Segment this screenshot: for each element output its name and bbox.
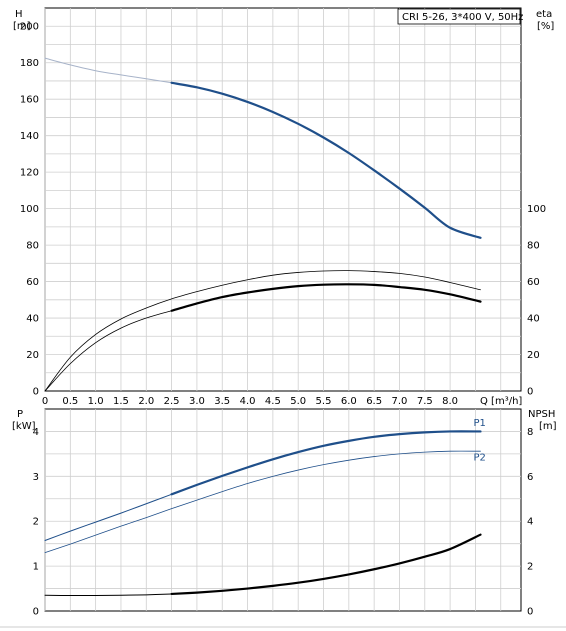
bottom-series-line-2: [44, 450, 481, 554]
top-x-tick-label: 3.0: [189, 396, 205, 407]
bottom-y2-tick-label: 4: [527, 517, 533, 528]
bottom-series-line-1: [170, 430, 482, 496]
top-x-tick-label: 6.0: [341, 396, 357, 407]
top-x-tick-label: 7.5: [417, 396, 433, 407]
top-series-line-3: [44, 310, 172, 392]
top-plot-frame: [44, 7, 522, 392]
bottom-panel: 0 1 2 3 4 0 2 4 6 8 P1 P2 P [kW] NPSH [m]: [12, 408, 557, 618]
bottom-y-tick-label: 2: [33, 517, 39, 528]
top-x-tick-label: 4.5: [265, 396, 281, 407]
top-x-tick-label: 4.0: [240, 396, 256, 407]
top-panel: 0 20 40 60 80 100 120 140 160 180 200 0 20 40 60 80 100…: [13, 7, 554, 407]
bottom-ylabel: P: [17, 409, 23, 420]
annotation-text: CRI 5-26, 3*400 V, 50Hz: [402, 12, 523, 23]
top-y-tick-label: 0: [33, 387, 39, 398]
top-y-tick-label: 80: [26, 241, 39, 252]
top-x-tick-label: 5.5: [316, 396, 332, 407]
bottom-y2-tick-label: 0: [527, 607, 533, 618]
top-xlabel: Q [m³/h]: [480, 396, 522, 407]
top-y-tick-label: 180: [20, 58, 39, 69]
bottom-y-tick-labels: 0 1 2 3 4: [33, 427, 39, 618]
bottom-page-rule: [0, 626, 566, 628]
top-series: [44, 57, 482, 392]
top-y-tick-label: 60: [26, 277, 39, 288]
top-grid: [44, 8, 521, 391]
top-y-tick-labels: 0 20 40 60 80 100 120 140 160 180 200: [20, 22, 39, 398]
bottom-y-tick-label: 4: [33, 427, 39, 438]
top-x-tick-label: 1.0: [88, 396, 104, 407]
top-x-tick-label: 2.0: [138, 396, 154, 407]
bottom-series-line-0: [44, 493, 173, 542]
bottom-plot-frame: [44, 408, 522, 612]
top-ylabel: H: [15, 9, 23, 20]
top-x-tick-label: 2.5: [164, 396, 180, 407]
top-y-tick-label: 200: [20, 22, 39, 33]
top-y2-tick-label: 0: [527, 387, 533, 398]
top-y-tick-label: 100: [20, 204, 39, 215]
top-y2-tick-label: 40: [527, 314, 540, 325]
curve-label-p2: P2: [473, 453, 485, 464]
top-x-tick-label: 5.0: [290, 396, 306, 407]
bottom-y-tick-label: 1: [33, 562, 39, 573]
bottom-series-line-4: [170, 533, 482, 596]
top-y2-tick-labels: 0 20 40 60 80 100: [527, 204, 546, 397]
top-x-tick-label: 0.5: [62, 396, 78, 407]
top-y2-tick-label: 60: [527, 277, 540, 288]
curve-label-p1: P1: [473, 418, 485, 429]
bottom-y2-tick-label: 6: [527, 472, 533, 483]
top-x-tick-label: 0: [42, 396, 48, 407]
bottom-y2label-unit: [m]: [539, 421, 557, 432]
top-x-tick-label: 1.5: [113, 396, 129, 407]
top-x-tick-labels: 0 0.5 1.0 1.5 2.0 2.5 3.0 3.5 4.0 4.5 5.0 5.5 6.0 6.5…: [42, 396, 458, 407]
top-x-tick-label: 8.0: [442, 396, 458, 407]
annotation-box: [397, 8, 521, 25]
top-ylabel-unit: [m]: [13, 21, 31, 32]
bottom-y2-tick-labels: 0 2 4 6 8: [527, 427, 533, 618]
bottom-curve-labels: P1 P2: [473, 418, 485, 464]
bottom-series-line-3: [44, 593, 173, 597]
top-x-tick-label: 6.5: [366, 396, 382, 407]
top-y-tick-label: 120: [20, 168, 39, 179]
top-x-tick-label: 7.0: [392, 396, 408, 407]
bottom-y2label: NPSH: [528, 409, 555, 420]
bottom-grid: [44, 409, 521, 611]
bottom-y2-tick-label: 8: [527, 427, 533, 438]
top-series-line-0: [44, 57, 173, 84]
top-y-tick-label: 40: [26, 314, 39, 325]
top-y2-tick-label: 100: [527, 204, 546, 215]
top-series-line-2: [44, 270, 481, 392]
top-y2label: eta: [536, 9, 552, 20]
top-y2-tick-label: 20: [527, 350, 540, 361]
top-y-tick-label: 20: [26, 350, 39, 361]
top-series-line-1: [170, 81, 482, 239]
bottom-y-tick-label: 0: [33, 607, 39, 618]
top-series-line-4: [170, 283, 482, 312]
top-y2label-unit: [%]: [537, 21, 554, 32]
top-x-tick-label: 3.5: [214, 396, 230, 407]
bottom-series: [44, 430, 482, 597]
bottom-y2-tick-label: 2: [527, 562, 533, 573]
top-y-tick-label: 140: [20, 131, 39, 142]
bottom-y-tick-label: 3: [33, 472, 39, 483]
top-y-tick-label: 160: [20, 95, 39, 106]
top-y2-tick-label: 80: [527, 241, 540, 252]
bottom-ylabel-unit: [kW]: [12, 421, 36, 432]
